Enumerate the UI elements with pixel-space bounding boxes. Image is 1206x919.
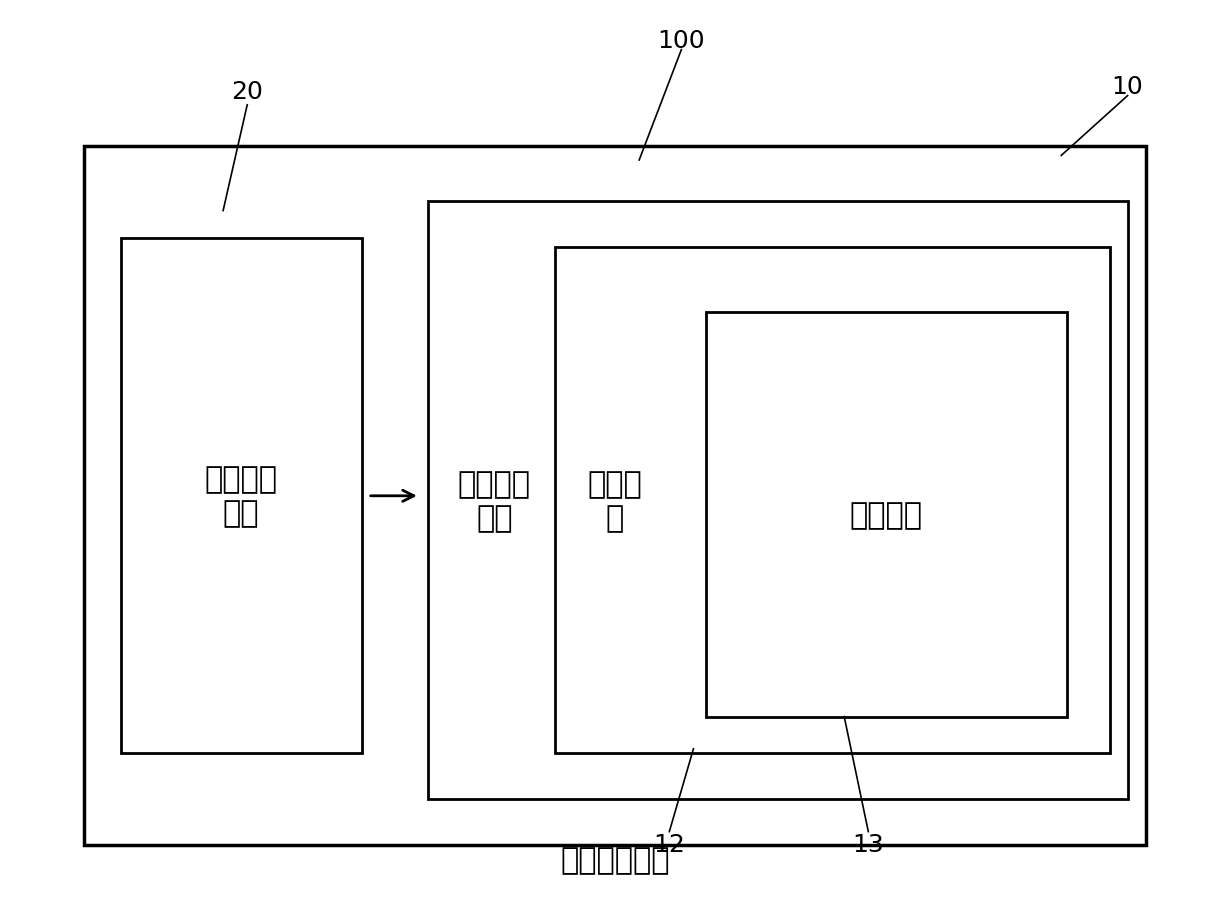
Text: 20: 20 [232, 80, 263, 104]
Text: 12: 12 [654, 832, 685, 856]
FancyBboxPatch shape [428, 202, 1128, 800]
Text: 吸声腔道: 吸声腔道 [850, 500, 923, 529]
Text: 声热芯
片: 声热芯 片 [587, 470, 643, 532]
FancyBboxPatch shape [706, 312, 1067, 717]
Text: 13: 13 [853, 832, 884, 856]
Text: 声致发热
模块: 声致发热 模块 [458, 470, 531, 532]
Text: 基因转染装置: 基因转染装置 [561, 845, 669, 874]
Text: 100: 100 [657, 29, 706, 53]
FancyBboxPatch shape [84, 147, 1146, 845]
Text: 10: 10 [1112, 75, 1143, 99]
FancyBboxPatch shape [121, 239, 362, 754]
FancyBboxPatch shape [555, 248, 1110, 754]
Text: 信号发生
模块: 信号发生 模块 [205, 465, 277, 528]
